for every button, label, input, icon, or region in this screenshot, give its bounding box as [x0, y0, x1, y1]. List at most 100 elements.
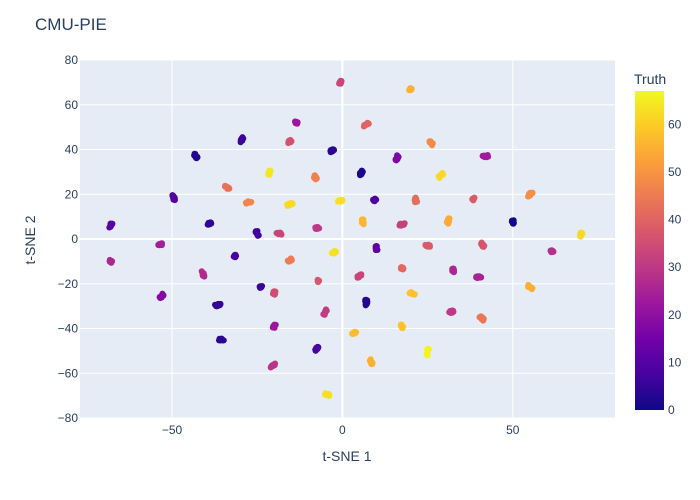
- cluster: [479, 152, 492, 161]
- cluster: [423, 345, 432, 359]
- cluster: [366, 356, 376, 368]
- scatter-point: [446, 215, 453, 222]
- cluster: [360, 119, 372, 130]
- scatter-point: [397, 220, 404, 227]
- scatter-point: [293, 119, 300, 126]
- cluster: [265, 167, 274, 178]
- colorbar: [635, 91, 664, 410]
- colorbar-tick-label: 30: [668, 260, 682, 274]
- cluster: [426, 138, 436, 149]
- scatter-point: [480, 153, 487, 160]
- colorbar-tick-label: 50: [668, 165, 682, 179]
- scatter-point: [408, 86, 415, 93]
- scatter-point: [169, 192, 176, 199]
- cluster: [155, 240, 165, 249]
- scatter-point: [479, 315, 486, 322]
- scatter-point: [311, 175, 318, 182]
- cluster: [106, 256, 116, 266]
- scatter-point: [473, 274, 480, 281]
- y-tick-label: −80: [58, 411, 79, 425]
- cluster: [285, 137, 295, 147]
- y-tick-label: −20: [58, 277, 79, 291]
- colorbar-tick-label: 0: [668, 403, 675, 417]
- scatter-point: [244, 199, 251, 206]
- cluster: [328, 248, 339, 257]
- scatter-point: [256, 283, 263, 290]
- cluster: [320, 306, 330, 318]
- scatter-point: [270, 361, 277, 368]
- scatter-point: [157, 241, 164, 248]
- cluster: [476, 313, 487, 324]
- scatter-point: [509, 219, 516, 225]
- x-tick-labels: −50 0 50: [162, 423, 520, 437]
- cluster: [449, 265, 458, 276]
- cluster: [222, 182, 233, 192]
- scatter-point: [338, 79, 344, 86]
- cluster: [267, 360, 279, 371]
- cluster: [356, 167, 366, 179]
- cluster: [269, 321, 279, 331]
- x-tick-label: −50: [162, 423, 183, 437]
- cluster: [269, 288, 279, 298]
- cluster: [422, 241, 433, 250]
- cluster: [327, 146, 337, 156]
- cluster: [237, 134, 247, 146]
- scatter-point: [428, 140, 435, 147]
- scatter-point: [285, 138, 292, 144]
- cluster: [336, 77, 345, 87]
- scatter-point: [477, 274, 484, 280]
- scatter-point: [394, 154, 401, 161]
- colorbar-tick-labels: 0 10 20 30 40 50 60: [668, 117, 682, 417]
- scatter-point: [213, 302, 220, 309]
- scatter-point: [330, 146, 337, 153]
- cluster: [525, 281, 536, 293]
- scatter-point: [314, 344, 321, 351]
- cluster: [212, 300, 224, 310]
- cluster: [310, 172, 320, 183]
- cluster: [273, 229, 285, 238]
- scatter-point: [199, 270, 206, 277]
- cluster: [354, 271, 365, 281]
- cluster: [362, 296, 371, 309]
- scatter-point: [449, 309, 456, 316]
- colorbar-tick-label: 60: [668, 117, 682, 131]
- cluster: [372, 243, 381, 254]
- scatter-point: [579, 230, 586, 237]
- cluster: [242, 198, 255, 207]
- cluster: [547, 247, 557, 256]
- cluster: [577, 229, 586, 240]
- colorbar-title: Truth: [634, 71, 666, 87]
- scatter-point: [361, 122, 368, 128]
- x-axis-label: t-SNE 1: [322, 448, 371, 464]
- scatter-point: [286, 201, 293, 208]
- y-tick-label: 0: [71, 232, 78, 246]
- scatter-point: [160, 292, 167, 299]
- y-tick-labels: 80 60 40 20 0 −20 −40 −60 −80: [58, 53, 79, 425]
- scatter-point: [191, 150, 198, 157]
- scatter-point: [322, 310, 329, 317]
- scatter-point: [288, 256, 295, 263]
- scatter-point: [349, 330, 356, 337]
- scatter-point: [362, 301, 369, 308]
- cluster: [284, 255, 295, 265]
- cluster: [435, 170, 446, 181]
- cluster: [446, 307, 457, 316]
- cluster: [256, 283, 266, 291]
- scatter-point: [330, 250, 337, 257]
- scatter-point: [424, 350, 431, 356]
- scatter-point: [316, 278, 322, 284]
- scatter-point: [369, 359, 376, 366]
- scatter-point: [354, 274, 361, 281]
- scatter-point: [238, 136, 245, 143]
- cluster: [473, 273, 485, 282]
- cluster: [312, 343, 322, 354]
- cluster: [397, 321, 407, 332]
- scatter-point: [338, 196, 345, 203]
- cluster: [191, 150, 201, 162]
- cluster: [508, 217, 517, 227]
- cluster: [252, 228, 262, 239]
- scatter-point: [371, 197, 378, 204]
- scatter-point: [398, 264, 405, 271]
- cluster: [312, 224, 323, 232]
